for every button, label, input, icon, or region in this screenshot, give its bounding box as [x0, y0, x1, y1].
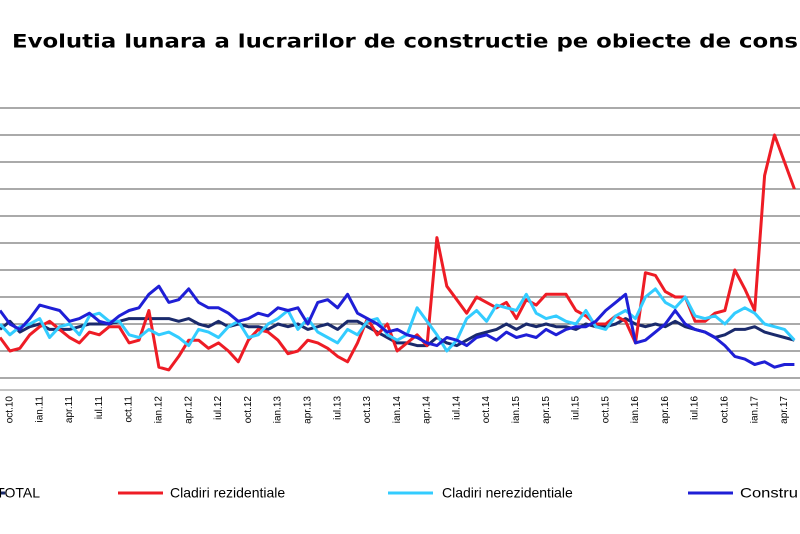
x-tick-label: oct.11 [124, 396, 135, 423]
series-line [0, 284, 795, 369]
x-tick-label: iul.11 [94, 396, 105, 420]
x-tick-label: apr.17 [779, 396, 790, 424]
x-tick-label: oct.14 [481, 396, 492, 424]
x-tick-label: ian.11 [34, 396, 45, 423]
x-tick-label: iul.13 [332, 396, 343, 420]
x-tick-label: oct.16 [720, 396, 731, 424]
x-tick-label: apr.12 [183, 396, 194, 424]
x-tick-label: iul.15 [571, 396, 582, 420]
legend-label: Cladiri nerezidentiale [442, 485, 573, 501]
x-tick-label: apr.13 [302, 396, 313, 424]
x-tick-label: oct.12 [243, 396, 254, 424]
x-tick-label: oct.10 [5, 396, 16, 424]
x-tick-label: iul.12 [213, 396, 224, 420]
x-tick-label: ian.14 [392, 396, 403, 424]
chart-title: Evolutia lunara a lucrarilor de construc… [12, 31, 798, 53]
legend-label: Cladiri rezidentiale [170, 485, 285, 501]
legend-label: Constru [740, 485, 798, 501]
x-tick-label: apr.16 [660, 396, 671, 424]
series-line [0, 287, 796, 353]
series-line [0, 133, 796, 372]
x-tick-label: apr.15 [541, 396, 552, 424]
x-tick-label: ian.16 [630, 396, 641, 424]
x-tick-label: apr.11 [64, 396, 75, 423]
x-tick-label: oct.13 [362, 396, 373, 424]
x-tick-label: ian.15 [511, 396, 522, 424]
x-tick-label: ian.12 [154, 396, 165, 424]
x-tick-label: oct.15 [600, 396, 611, 424]
x-tick-label: ian.17 [749, 396, 760, 424]
legend-label: TOTAL [0, 485, 40, 501]
x-tick-label: iul.16 [690, 396, 701, 420]
x-tick-label: iul.14 [451, 396, 462, 420]
x-tick-label: ian.13 [273, 396, 284, 424]
x-tick-label: apr.14 [422, 396, 433, 424]
